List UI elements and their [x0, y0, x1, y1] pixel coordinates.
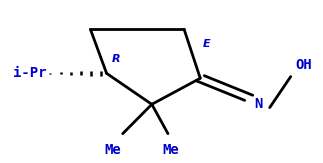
- Text: Me: Me: [163, 143, 180, 157]
- Text: i-Pr: i-Pr: [13, 66, 47, 80]
- Text: Me: Me: [105, 143, 121, 157]
- Text: E: E: [203, 39, 211, 49]
- Text: N: N: [254, 97, 263, 111]
- Text: OH: OH: [295, 58, 312, 72]
- Text: R: R: [112, 54, 120, 64]
